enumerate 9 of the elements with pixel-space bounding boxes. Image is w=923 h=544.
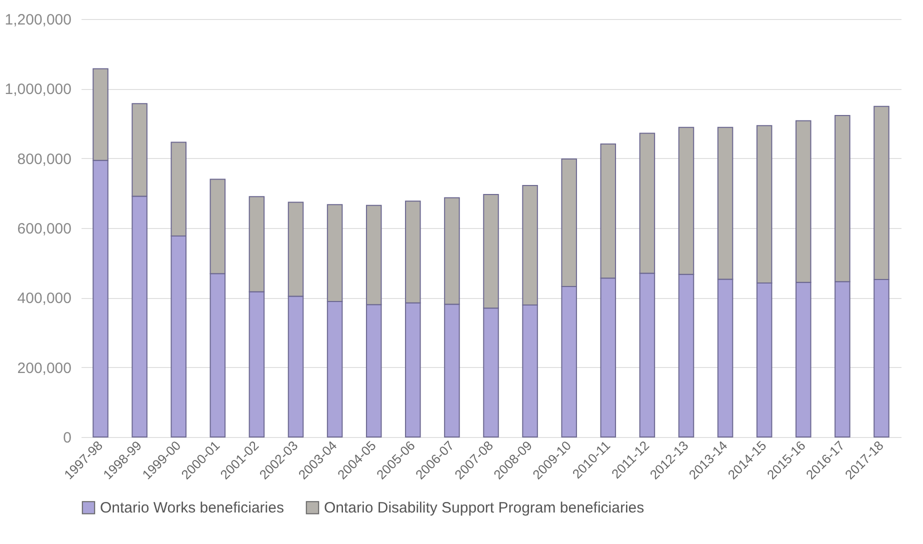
y-tick-label: 600,000: [17, 220, 72, 238]
y-tick-label: 1,000,000: [4, 81, 72, 98]
y-tick-label: 0: [63, 430, 72, 446]
y-tick-label: 200,000: [17, 360, 72, 377]
legend-label: Ontario Works beneficiaries: [100, 500, 284, 517]
y-tick-label: 1,200,000: [4, 12, 72, 28]
y-tick-label: 400,000: [17, 290, 72, 308]
legend-label: Ontario Disability Support Program beneficiaries: [324, 500, 644, 517]
y-tick-label: 800,000: [17, 150, 72, 168]
